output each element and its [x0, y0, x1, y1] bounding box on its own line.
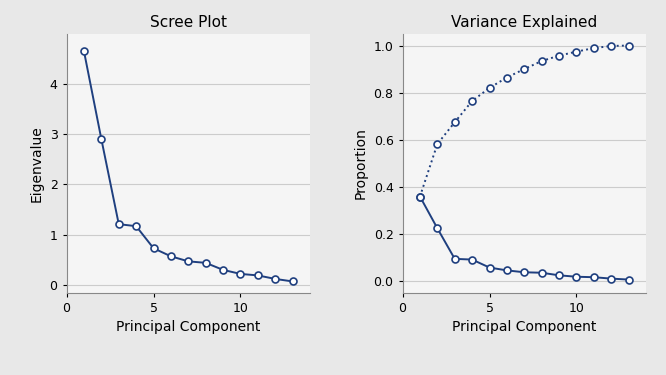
Y-axis label: Proportion: Proportion: [354, 127, 368, 199]
X-axis label: Principal Component: Principal Component: [452, 320, 597, 334]
Cumulative: [468, 99, 476, 103]
Cumulative: [486, 86, 494, 90]
Cumulative: [590, 46, 598, 50]
Proportion: [590, 275, 598, 279]
Cumulative: [573, 50, 581, 54]
Line: Proportion: Proportion: [416, 193, 632, 283]
Title: Variance Explained: Variance Explained: [451, 15, 597, 30]
Cumulative: [451, 120, 459, 124]
Cumulative: [537, 59, 545, 63]
Cumulative: [607, 44, 615, 48]
Proportion: [486, 266, 494, 270]
Proportion: [468, 257, 476, 262]
X-axis label: Principal Component: Principal Component: [116, 320, 260, 334]
Cumulative: [416, 194, 424, 199]
Proportion: [503, 268, 511, 273]
Proportion: [607, 276, 615, 281]
Proportion: [451, 256, 459, 261]
Cumulative: [555, 53, 563, 58]
Y-axis label: Eigenvalue: Eigenvalue: [30, 125, 44, 201]
Cumulative: [625, 43, 633, 48]
Proportion: [434, 226, 442, 231]
Proportion: [573, 274, 581, 279]
Cumulative: [520, 67, 528, 71]
Cumulative: [434, 142, 442, 146]
Title: Scree Plot: Scree Plot: [150, 15, 227, 30]
Line: Cumulative: Cumulative: [416, 42, 632, 200]
Proportion: [625, 278, 633, 282]
Proportion: [520, 270, 528, 274]
Cumulative: [503, 75, 511, 80]
Proportion: [416, 194, 424, 199]
Proportion: [537, 270, 545, 275]
Proportion: [555, 273, 563, 278]
